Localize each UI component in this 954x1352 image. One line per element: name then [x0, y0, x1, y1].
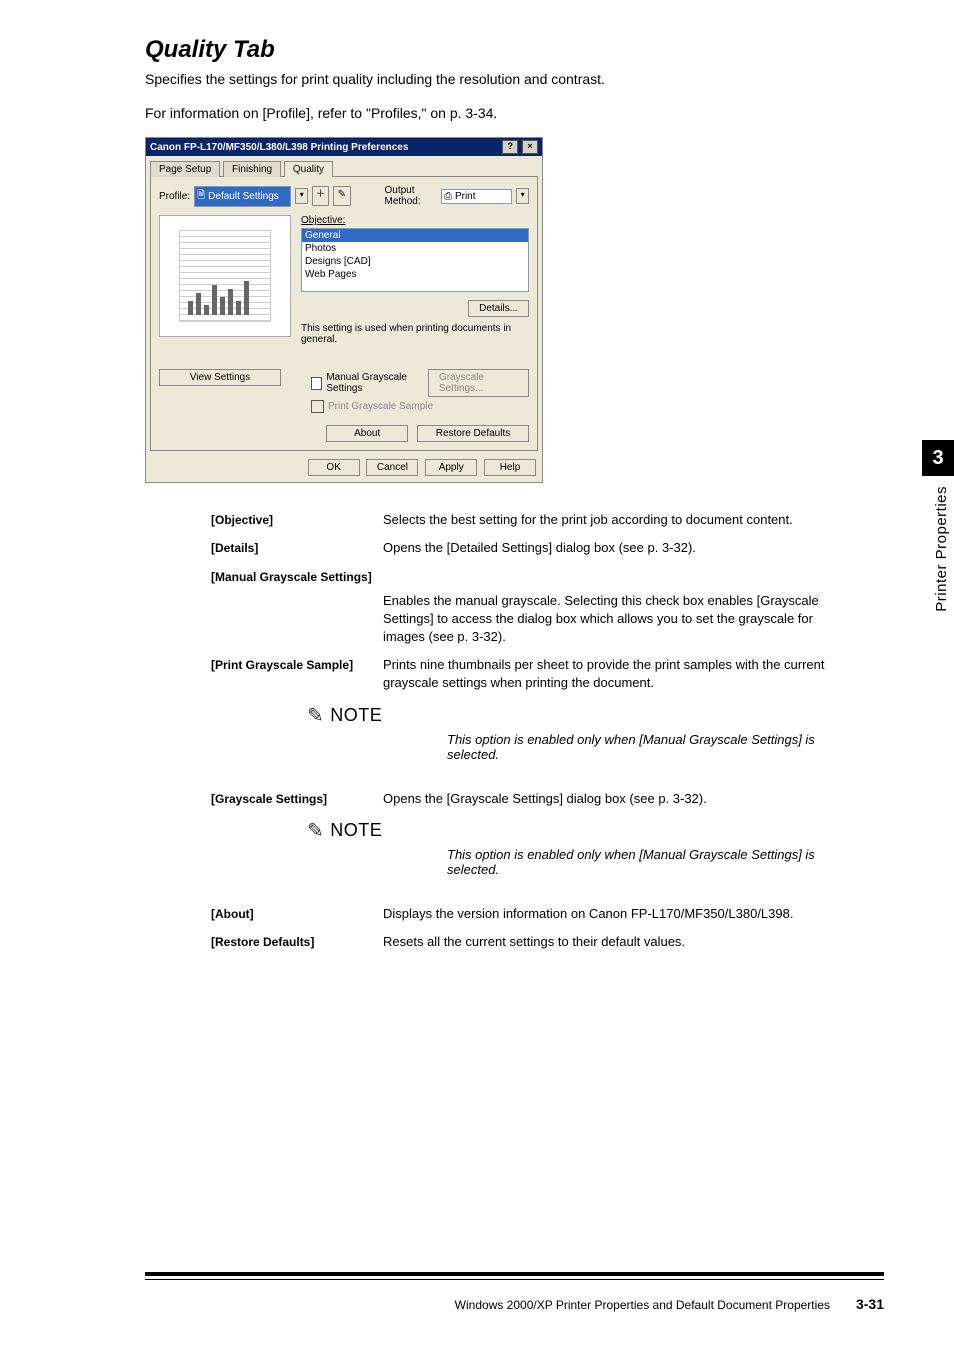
dialog-tabs: Page Setup Finishing Quality: [146, 156, 542, 176]
output-method-value: Print: [455, 191, 476, 202]
output-method-select[interactable]: ⎙ Print: [441, 189, 512, 204]
objective-listbox[interactable]: General Photos Designs [CAD] Web Pages: [301, 228, 529, 292]
def-gs-settings-desc: Opens the [Grayscale Settings] dialog bo…: [383, 790, 854, 808]
objective-item-general[interactable]: General: [302, 229, 528, 242]
def-details-desc: Opens the [Detailed Settings] dialog box…: [383, 539, 854, 557]
note-icon: ✎: [307, 703, 324, 728]
details-button[interactable]: Details...: [468, 300, 529, 317]
page-footer: Windows 2000/XP Printer Properties and D…: [145, 1296, 884, 1312]
def-manual-gs-desc: Enables the manual grayscale. Selecting …: [211, 592, 854, 647]
objective-item-designs[interactable]: Designs [CAD]: [302, 255, 528, 268]
objective-item-webpages[interactable]: Web Pages: [302, 268, 528, 281]
print-grayscale-sample-label: Print Grayscale Sample: [328, 401, 433, 412]
output-method-dropdown-icon[interactable]: ▾: [516, 188, 529, 204]
page-number: 3-31: [856, 1296, 884, 1312]
profile-value: Default Settings: [208, 191, 279, 202]
def-details: [Details] Opens the [Detailed Settings] …: [211, 539, 854, 557]
restore-defaults-button[interactable]: Restore Defaults: [417, 425, 529, 442]
def-about: [About] Displays the version information…: [211, 905, 854, 923]
def-restore-defaults: [Restore Defaults] Resets all the curren…: [211, 933, 854, 951]
ok-button[interactable]: OK: [308, 459, 360, 476]
section-title: Quality Tab: [145, 36, 854, 64]
profile-select[interactable]: 🗎 Default Settings: [194, 186, 291, 207]
def-objective-desc: Selects the best setting for the print j…: [383, 511, 854, 529]
cancel-button[interactable]: Cancel: [366, 459, 418, 476]
def-print-gs-sample-desc: Prints nine thumbnails per sheet to prov…: [383, 656, 854, 692]
def-manual-grayscale: [Manual Grayscale Settings] Enables the …: [211, 568, 854, 647]
note-heading-2: NOTE: [330, 820, 382, 841]
note-text-2: This option is enabled only when [Manual…: [447, 847, 854, 877]
help-button[interactable]: Help: [484, 459, 536, 476]
intro-text-1: Specifies the settings for print quality…: [145, 70, 854, 90]
dialog-buttons: OK Cancel Apply Help: [146, 455, 542, 482]
profile-dropdown-icon[interactable]: ▾: [295, 188, 308, 204]
note-text-1: This option is enabled only when [Manual…: [447, 732, 854, 762]
dialog-titlebar: Canon FP-L170/MF350/L380/L398 Printing P…: [146, 138, 542, 156]
def-gs-settings-term: [Grayscale Settings]: [211, 790, 383, 806]
print-icon: ⎙: [444, 191, 452, 202]
manual-grayscale-label: Manual Grayscale Settings: [326, 372, 428, 394]
dialog-title: Canon FP-L170/MF350/L380/L398 Printing P…: [150, 142, 408, 153]
manual-grayscale-checkbox[interactable]: [311, 377, 322, 390]
tab-page-setup[interactable]: Page Setup: [150, 161, 220, 177]
help-icon[interactable]: ?: [502, 140, 518, 154]
objective-item-photos[interactable]: Photos: [302, 242, 528, 255]
tab-quality[interactable]: Quality: [284, 161, 333, 177]
def-about-term: [About]: [211, 905, 383, 921]
def-restore-term: [Restore Defaults]: [211, 933, 383, 949]
objective-hint: This setting is used when printing docum…: [301, 323, 529, 345]
def-objective-term: [Objective]: [211, 511, 383, 527]
apply-button[interactable]: Apply: [425, 459, 477, 476]
intro-text-2: For information on [Profile], refer to "…: [145, 104, 854, 124]
print-grayscale-sample-row: Print Grayscale Sample: [311, 400, 529, 413]
def-grayscale-settings: [Grayscale Settings] Opens the [Grayscal…: [211, 790, 854, 808]
footer-rule: [145, 1272, 884, 1280]
add-profile-icon[interactable]: ＋: [312, 186, 329, 206]
close-icon[interactable]: ×: [522, 140, 538, 154]
def-objective: [Objective] Selects the best setting for…: [211, 511, 854, 529]
def-restore-desc: Resets all the current settings to their…: [383, 933, 854, 951]
objective-label: Objective:: [301, 215, 529, 226]
about-button[interactable]: About: [326, 425, 408, 442]
view-settings-button[interactable]: View Settings: [159, 369, 281, 386]
note-icon-2: ✎: [307, 818, 324, 843]
def-print-gs-sample-term: [Print Grayscale Sample]: [211, 656, 383, 672]
side-label: Printer Properties: [933, 486, 950, 612]
note-heading: NOTE: [330, 705, 382, 726]
print-grayscale-sample-checkbox: [311, 400, 324, 413]
edit-profile-icon[interactable]: ✎: [333, 186, 350, 206]
grayscale-settings-button: Grayscale Settings...: [428, 369, 529, 397]
def-about-desc: Displays the version information on Cano…: [383, 905, 854, 923]
note-block-1: ✎ NOTE This option is enabled only when …: [307, 703, 854, 762]
footer-text: Windows 2000/XP Printer Properties and D…: [455, 1298, 830, 1312]
manual-grayscale-checkbox-row[interactable]: Manual Grayscale Settings: [311, 372, 428, 394]
output-method-label: Output Method:: [385, 185, 437, 207]
profile-label: Profile:: [159, 191, 190, 202]
printing-preferences-dialog: Canon FP-L170/MF350/L380/L398 Printing P…: [145, 137, 543, 483]
tab-finishing[interactable]: Finishing: [223, 161, 281, 177]
preview-box: [159, 215, 291, 337]
chapter-tab: 3: [922, 440, 954, 476]
note-block-2: ✎ NOTE This option is enabled only when …: [307, 818, 854, 877]
doc-icon: 🗎: [197, 188, 205, 205]
def-manual-gs-term: [Manual Grayscale Settings]: [211, 568, 372, 584]
def-print-gs-sample: [Print Grayscale Sample] Prints nine thu…: [211, 656, 854, 692]
def-details-term: [Details]: [211, 539, 383, 555]
quality-panel: Profile: 🗎 Default Settings ▾ ＋ ✎ Output…: [150, 176, 538, 451]
